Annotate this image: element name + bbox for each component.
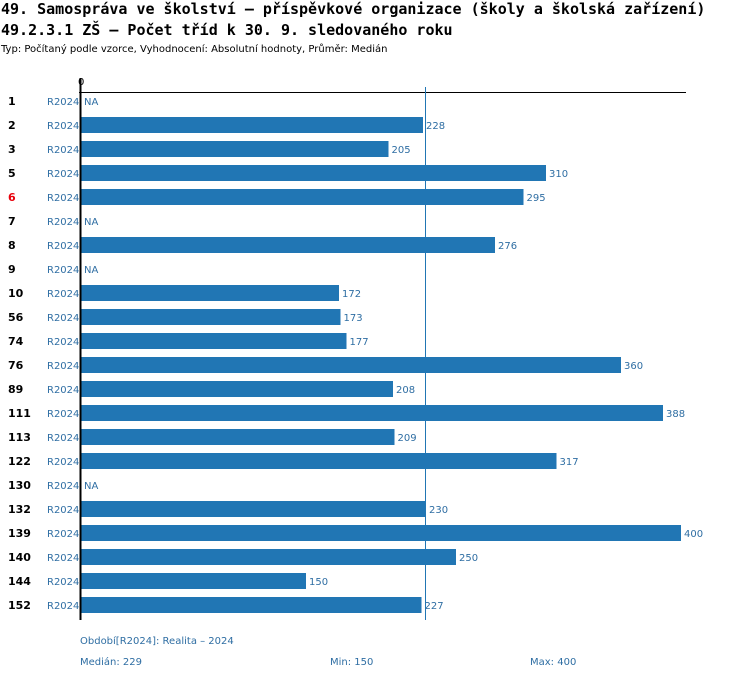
category-label: 9 (8, 263, 16, 276)
category-label: 89 (8, 383, 23, 396)
value-label: 360 (624, 361, 643, 372)
value-label: 209 (398, 433, 417, 444)
value-label: 230 (429, 505, 448, 516)
value-label: 250 (459, 553, 478, 564)
na-label: NA (84, 265, 98, 276)
period-label: R2024 (47, 601, 79, 612)
period-label: R2024 (47, 241, 79, 252)
chart-title-line1: 49. Samospráva ve školství – příspěvkové… (1, 0, 706, 18)
category-label: 140 (8, 551, 31, 564)
value-label: 227 (425, 601, 444, 612)
category-label: 3 (8, 143, 16, 156)
period-label: R2024 (47, 505, 79, 516)
period-label: R2024 (47, 481, 79, 492)
category-label: 56 (8, 311, 24, 324)
bar (81, 165, 546, 181)
category-label: 111 (8, 407, 31, 420)
bar (81, 285, 339, 301)
period-label: R2024 (47, 265, 79, 276)
value-label: 177 (350, 337, 369, 348)
period-label: R2024 (47, 145, 79, 156)
category-label: 6 (8, 191, 16, 204)
period-label: R2024 (47, 97, 79, 108)
value-label: 173 (344, 313, 363, 324)
bar (81, 141, 389, 157)
category-label: 5 (8, 167, 16, 180)
period-label: R2024 (47, 385, 79, 396)
bar (81, 309, 341, 325)
category-label: 74 (8, 335, 24, 348)
category-label: 130 (8, 479, 31, 492)
chart-title-line2: 49.2.3.1 ZŠ – Počet tříd k 30. 9. sledov… (1, 21, 453, 39)
bar (81, 333, 347, 349)
category-label: 7 (8, 215, 16, 228)
bar (81, 573, 306, 589)
period-label: R2024 (47, 577, 79, 588)
footer-median: Medián: 229 (80, 657, 143, 668)
period-label: R2024 (47, 313, 79, 324)
category-label: 8 (8, 239, 16, 252)
value-label: 317 (560, 457, 579, 468)
na-label: NA (84, 217, 98, 228)
value-label: 310 (549, 169, 568, 180)
category-label: 10 (8, 287, 24, 300)
period-label: R2024 (47, 217, 79, 228)
period-label: R2024 (47, 553, 79, 564)
value-label: 295 (527, 193, 546, 204)
bar (81, 597, 422, 613)
na-label: NA (84, 97, 98, 108)
value-label: 276 (498, 241, 517, 252)
bar (81, 405, 663, 421)
bar (81, 381, 393, 397)
period-label: R2024 (47, 193, 79, 204)
bar (81, 453, 557, 469)
period-label: R2024 (47, 337, 79, 348)
chart-subtitle: Typ: Počítaný podle vzorce, Vyhodnocení:… (1, 44, 388, 55)
bar (81, 357, 621, 373)
value-label: 400 (684, 529, 703, 540)
footer-max: Max: 400 (530, 657, 577, 668)
bar (81, 237, 495, 253)
period-label: R2024 (47, 169, 79, 180)
category-label: 122 (8, 455, 31, 468)
category-label: 139 (8, 527, 31, 540)
category-label: 132 (8, 503, 31, 516)
value-label: 205 (392, 145, 411, 156)
period-label: R2024 (47, 289, 79, 300)
period-label: R2024 (47, 121, 79, 132)
value-label: 208 (396, 385, 415, 396)
bar (81, 549, 456, 565)
period-label: R2024 (47, 409, 79, 420)
bar (81, 501, 426, 517)
footer-min: Min: 150 (330, 657, 374, 668)
period-label: R2024 (47, 457, 79, 468)
bar (81, 189, 524, 205)
category-label: 144 (8, 575, 31, 588)
na-label: NA (84, 481, 98, 492)
category-label: 152 (8, 599, 31, 612)
category-label: 2 (8, 119, 16, 132)
period-label: R2024 (47, 433, 79, 444)
value-label: 150 (309, 577, 328, 588)
bar (81, 117, 423, 133)
bar-chart: 01R2024NA2R20242283R20242055R20243106R20… (8, 77, 703, 620)
bar (81, 525, 681, 541)
value-label: 172 (342, 289, 361, 300)
value-label: 388 (666, 409, 685, 420)
category-label: 76 (8, 359, 24, 372)
bar (81, 429, 395, 445)
category-label: 1 (8, 95, 16, 108)
category-label: 113 (8, 431, 31, 444)
period-label: R2024 (47, 361, 79, 372)
period-label: R2024 (47, 529, 79, 540)
value-label: 228 (426, 121, 445, 132)
footer-period: Období[R2024]: Realita – 2024 (80, 636, 234, 647)
